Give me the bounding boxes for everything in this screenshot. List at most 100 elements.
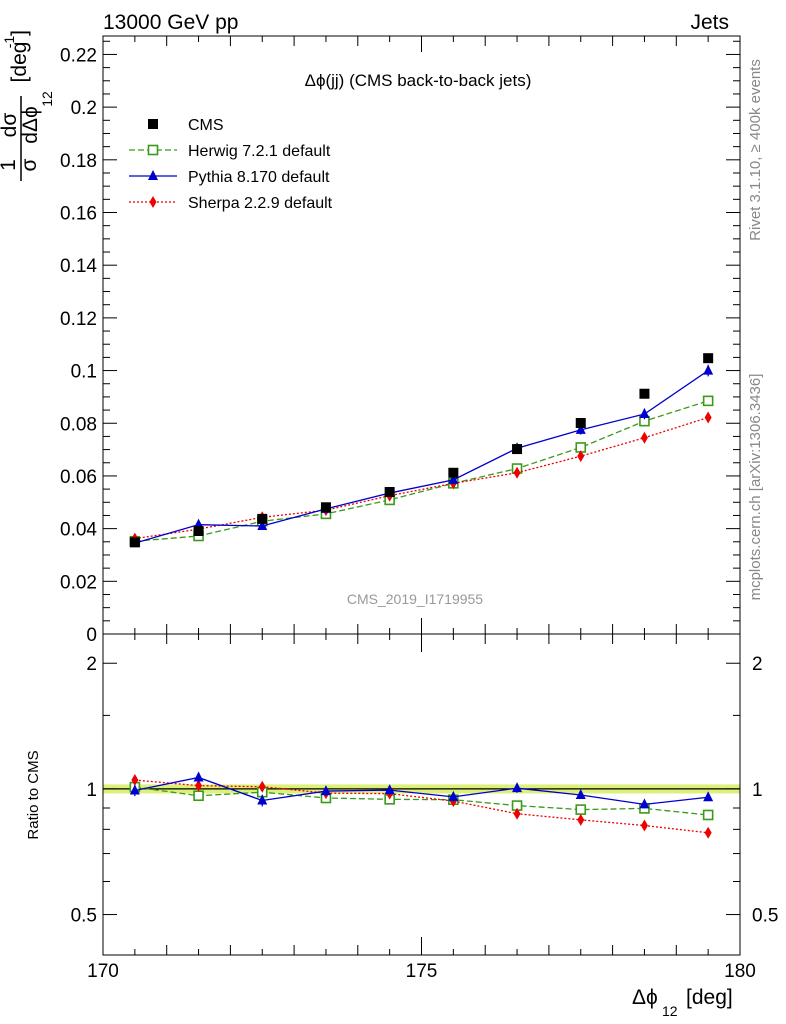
ratio-point-sherpa-2-2-9-default <box>195 779 203 792</box>
xlabel-main: Δϕ <box>632 986 658 1009</box>
y-tick-label: 0.16 <box>60 204 97 225</box>
legend-item-pythia-8-170-default: Pythia 8.170 default <box>129 169 330 186</box>
ratio-point-sherpa-2-2-9-default <box>258 780 266 793</box>
ratio-point-pythia-8-170-default <box>384 784 395 795</box>
xlabel-sub: 12 <box>662 1003 678 1019</box>
ratio-point-pythia-8-170-default <box>320 785 331 796</box>
y-tick-label: 0.22 <box>60 45 97 66</box>
main-point-cms <box>575 417 586 428</box>
header-right: Jets <box>690 11 729 34</box>
legend-label: Herwig 7.2.1 default <box>188 143 331 160</box>
ylabel-sub: 12 <box>39 91 55 107</box>
x-tick-label: 170 <box>87 961 119 982</box>
main-point-sherpa-2-2-9-default <box>577 450 585 463</box>
y-tick-label: 0.12 <box>60 309 97 330</box>
ratio-point-pythia-8-170-default <box>257 794 268 805</box>
main-line-pythia-8-170-default <box>134 370 709 544</box>
ratio-y-tick-label: 2 <box>86 654 97 675</box>
ratio-point-sherpa-2-2-9-default <box>577 813 585 826</box>
mcplots-label: mcplots.cern.ch [arXiv:1306.3436] <box>747 374 764 601</box>
main-point-sherpa-2-2-9-default <box>704 411 712 424</box>
xlabel-unit: [deg] <box>686 986 733 1009</box>
x-tick-label: 175 <box>406 961 438 982</box>
main-point-cms <box>639 388 650 399</box>
ylabel-exp: -1 <box>1 36 17 49</box>
legend-item-sherpa-2-2-9-default: Sherpa 2.2.9 default <box>129 195 333 212</box>
main-point-cms <box>129 537 140 548</box>
legend: CMS Herwig 7.2.1 default Pythia 8.170 defa… <box>129 117 333 212</box>
rivet-label: Rivet 3.1.10, ≥ 400k events <box>747 59 764 241</box>
y-axis-label: 1 σ dσ dΔϕ 12 [deg -1 ] <box>0 30 55 181</box>
main-point-sherpa-2-2-9-default <box>513 466 521 479</box>
ratio-point-herwig-7-2-1-default <box>193 790 204 802</box>
ratio-point-pythia-8-170-default <box>193 771 204 782</box>
legend-item-cms: CMS <box>148 117 224 134</box>
watermark: CMS_2019_I1719955 <box>347 591 483 607</box>
ratio-line-pythia-8-170-default <box>134 776 709 806</box>
ratio-line-sherpa-2-2-9-default <box>134 779 709 834</box>
main-point-cms <box>193 525 204 536</box>
legend-marker <box>147 144 159 156</box>
ratio-y-tick-label-right: 0.5 <box>752 906 778 927</box>
legend-marker <box>148 119 158 129</box>
legend-label: Pythia 8.170 default <box>188 169 330 186</box>
main-point-cms <box>512 444 523 455</box>
ylabel-sigma: σ <box>18 158 41 171</box>
legend-item-herwig-7-2-1-default: Herwig 7.2.1 default <box>129 143 331 160</box>
ratio-y-tick-label: 1 <box>86 780 97 801</box>
y-tick-label: 0.14 <box>60 256 97 277</box>
main-point-cms <box>384 487 395 498</box>
ylabel-close: ] <box>8 30 31 36</box>
ratio-y-tick-label-right: 2 <box>752 654 763 675</box>
main-point-herwig-7-2-1-default <box>702 395 714 407</box>
y-tick-label: 0.02 <box>60 572 97 593</box>
legend-label: Sherpa 2.2.9 default <box>188 195 333 212</box>
main-point-pythia-8-170-default <box>575 423 586 434</box>
y-tick-label: 0.06 <box>60 467 97 488</box>
ylabel-unit: [deg <box>8 42 31 83</box>
ylabel-one: 1 <box>0 159 20 171</box>
y-tick-label: 0.2 <box>71 98 97 119</box>
ratio-point-sherpa-2-2-9-default <box>704 826 712 839</box>
main-point-pythia-8-170-default <box>257 519 268 530</box>
ratio-panel: 0.5 0.5 1 1 2 2 170 175 180 <box>71 633 778 982</box>
ratio-point-pythia-8-170-default <box>575 788 586 799</box>
ratio-series-sherpa-2-2-9-default <box>131 774 712 839</box>
main-line-sherpa-2-2-9-default <box>134 416 709 540</box>
x-axis-label: Δϕ 12 [deg] <box>632 986 733 1019</box>
header-left: 13000 GeV pp <box>103 11 238 34</box>
ratio-point-pythia-8-170-default <box>448 790 459 801</box>
y-tick-label: 0.18 <box>60 151 97 172</box>
ratio-ylabel: Ratio to CMS <box>25 750 42 839</box>
legend-marker <box>148 170 158 180</box>
main-title: Δϕ(jj) (CMS back-to-back jets) <box>305 71 532 90</box>
main-point-pythia-8-170-default <box>448 473 459 484</box>
legend-marker <box>149 196 157 208</box>
y-tick-label: 0 <box>86 625 97 646</box>
main-series-pythia-8-170-default <box>129 364 714 548</box>
y-tick-label: 0.1 <box>71 362 97 383</box>
main-point-pythia-8-170-default <box>703 364 714 375</box>
ratio-line-herwig-7-2-1-default <box>134 786 709 816</box>
main-point-cms <box>448 467 459 478</box>
y-tick-label: 0.08 <box>60 414 97 435</box>
y-tick-label: 0.04 <box>60 520 97 541</box>
main-panel: 0 0.02 0.04 0.06 0.08 0.1 0.12 0.14 0.16 0.18 0.2 0… <box>60 35 741 646</box>
main-point-sherpa-2-2-9-default <box>640 431 648 444</box>
ratio-series-pythia-8-170-default <box>129 771 714 809</box>
ratio-point-herwig-7-2-1-default <box>702 809 714 821</box>
ylabel-dsigma: dσ <box>0 113 21 138</box>
ratio-point-pythia-8-170-default <box>129 784 140 795</box>
ratio-y-tick-label: 0.5 <box>71 906 97 927</box>
legend-label: CMS <box>188 117 224 134</box>
main-point-cms <box>703 353 714 364</box>
x-tick-label: 180 <box>724 961 756 982</box>
ratio-point-pythia-8-170-default <box>639 798 650 809</box>
ratio-point-sherpa-2-2-9-default <box>640 819 648 832</box>
ratio-y-tick-label-right: 1 <box>752 780 763 801</box>
ratio-point-sherpa-2-2-9-default <box>131 774 139 787</box>
ratio-point-pythia-8-170-default <box>512 782 523 793</box>
ratio-point-pythia-8-170-default <box>703 791 714 802</box>
ylabel-dphi: dΔϕ <box>19 106 42 143</box>
